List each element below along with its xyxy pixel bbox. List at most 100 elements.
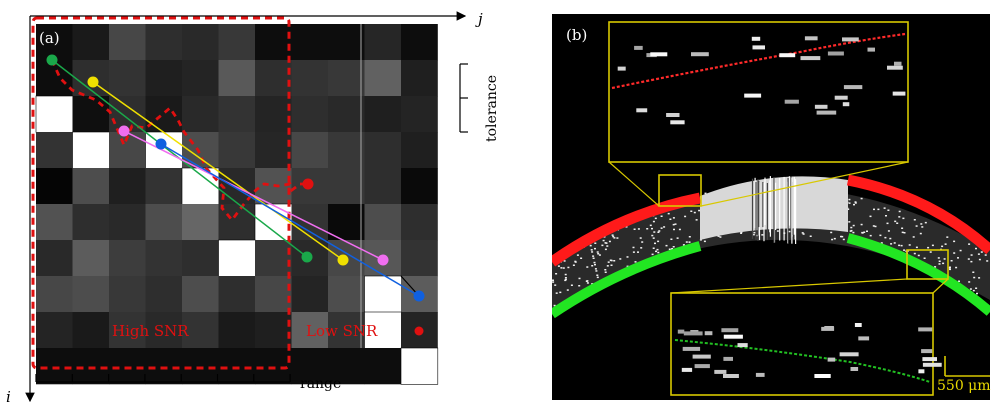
tolerance-bracket — [459, 63, 468, 133]
grid-cell — [328, 60, 365, 97]
grid-cell — [291, 132, 329, 169]
bottom-inset-connector-left — [670, 278, 908, 294]
grid-cell — [109, 240, 146, 277]
grid-cell — [364, 348, 402, 385]
bscan-red-boundary-right — [846, 174, 990, 255]
grid-cell — [255, 24, 292, 61]
grid-cell — [109, 24, 146, 61]
range-bracket — [35, 374, 291, 383]
grid-cell — [182, 276, 219, 313]
top-inset-connector-right — [700, 161, 909, 207]
grid-cell — [364, 275, 402, 313]
grid-cell — [36, 132, 73, 169]
magenta-line — [123, 130, 384, 261]
grid-cell — [36, 168, 73, 205]
grid-cell — [255, 276, 292, 313]
grid-cell — [145, 24, 183, 61]
grid-cell — [72, 204, 110, 241]
grid-cell — [291, 204, 329, 241]
grid-cell — [181, 167, 220, 205]
grid-cell — [72, 312, 110, 349]
grid-cell — [182, 240, 219, 277]
grid-cell — [218, 204, 256, 241]
grid-cell — [364, 24, 402, 61]
bscan-green-boundary-left — [552, 241, 702, 319]
grid-cell — [291, 312, 329, 349]
grid-cell — [328, 204, 365, 241]
grid-cell — [72, 240, 110, 277]
grid-cell — [109, 60, 146, 97]
grid-cell — [401, 132, 438, 169]
grid-cell — [291, 348, 329, 385]
top-inset-connector-left — [608, 161, 660, 207]
bscan-streaks — [751, 176, 797, 244]
grid-cell — [328, 276, 365, 313]
top-inset — [608, 21, 909, 163]
panel-a-label: (a) — [39, 29, 60, 47]
grid-cell — [72, 131, 110, 169]
grid-cell — [72, 24, 110, 61]
grid-cell — [218, 60, 256, 97]
grid-cell — [364, 204, 402, 241]
yellow-start-point — [87, 76, 99, 88]
grid-cell — [109, 204, 146, 241]
grid-cell — [401, 240, 438, 277]
grid-cell — [182, 348, 219, 385]
green-start-point — [46, 54, 58, 66]
grid-cell — [328, 24, 365, 61]
grid-cell — [109, 168, 146, 205]
grid-cell — [109, 312, 146, 349]
high-snr-region — [31, 16, 291, 370]
i-axis-label: i — [6, 388, 11, 406]
j-axis-label: j — [475, 10, 483, 28]
grid-cell — [36, 24, 73, 61]
bottom-inset-source-box — [906, 249, 949, 280]
grid-cell — [36, 276, 73, 313]
grid-cell — [218, 96, 256, 133]
grid-cell — [35, 95, 74, 133]
dashed-path — [50, 59, 308, 223]
bscan-speckle-band — [552, 187, 990, 310]
top-inset-speckle — [617, 36, 906, 125]
grid-cell — [401, 24, 438, 61]
panel-a: j i (a) High SNR Low SNR — [6, 10, 500, 406]
grid-cell — [364, 96, 402, 133]
grid-cell — [401, 168, 438, 205]
red-path-end-point — [302, 178, 314, 190]
grid-cell — [218, 348, 256, 385]
red-low-snr-point — [414, 326, 424, 336]
grid-cell — [401, 96, 438, 133]
grid-cell — [145, 276, 183, 313]
grid-cell — [218, 132, 256, 169]
grid-cell — [36, 204, 73, 241]
grid-cell — [218, 312, 256, 349]
bscan-green-boundary-right — [846, 233, 990, 316]
tolerance-label: tolerance — [484, 75, 500, 142]
grid-cell — [364, 132, 402, 169]
grid-cell — [145, 96, 183, 133]
high-snr-label: High SNR — [112, 322, 189, 340]
grid-cell — [72, 276, 110, 313]
grid-cell — [145, 60, 183, 97]
grid-cell — [255, 96, 292, 133]
panel-b: (b) 550 μm — [552, 14, 991, 400]
grid-cell — [36, 348, 73, 385]
bottom-inset-speckle — [677, 323, 942, 378]
panel-b-label: (b) — [566, 26, 587, 44]
grid-cell — [328, 168, 365, 205]
grid-cell — [145, 312, 183, 349]
blue-start-point — [155, 138, 167, 150]
magenta-end-point — [377, 254, 389, 266]
grid-cell — [36, 60, 73, 97]
grid-cell — [255, 60, 292, 97]
grid-cell — [291, 60, 329, 97]
magenta-start-point — [118, 125, 130, 137]
yellow-end-point — [337, 254, 349, 266]
top-inset-red-trace — [611, 32, 906, 90]
grid-cell — [328, 132, 365, 169]
low-snr-label: Low SNR — [306, 322, 378, 340]
grid-cell — [72, 348, 110, 385]
grid-cell — [109, 348, 146, 385]
grid-cell — [291, 24, 329, 61]
